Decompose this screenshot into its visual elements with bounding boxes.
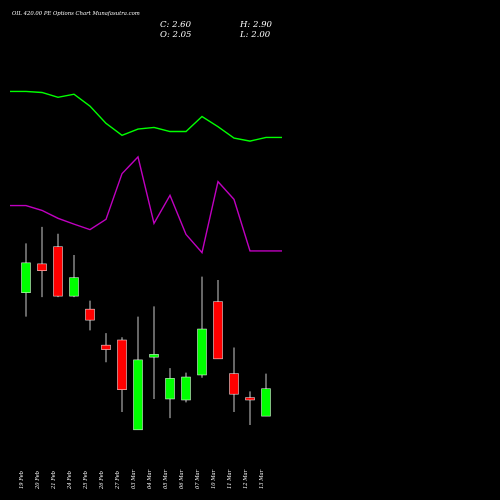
candle-body-up — [261, 388, 271, 417]
x-tick-label: 11 Mar — [227, 469, 233, 489]
x-tick-label: 20 Feb — [35, 471, 41, 490]
candle-body-down — [53, 246, 63, 297]
candle-body-up — [181, 376, 191, 401]
candle-body-down — [117, 339, 127, 390]
candle — [37, 226, 47, 298]
candle-body-down — [245, 397, 255, 401]
x-axis-tick-labels: 19 Feb 20 Feb 21 Feb 24 Feb 25 Feb 26 Feb 27 F… — [19, 469, 265, 490]
x-tick-label: 24 Feb — [67, 471, 73, 490]
candle — [245, 391, 255, 426]
candle — [261, 373, 271, 417]
high-readout: H: 2.90 — [239, 20, 272, 30]
candle-body-up — [165, 378, 175, 400]
candle-body-up — [69, 277, 79, 297]
candle-body-up — [21, 262, 31, 293]
indicator-lines — [10, 90, 282, 255]
candle — [197, 276, 207, 378]
candle — [181, 372, 191, 403]
candle-body-down — [213, 301, 223, 360]
candle — [133, 316, 143, 431]
x-tick-label: 25 Feb — [83, 471, 89, 490]
candle — [213, 280, 223, 360]
candle — [85, 300, 95, 331]
x-tick-label: 06 Mar — [179, 469, 185, 489]
candle-body-down — [37, 263, 47, 271]
x-tick-label: 04 Mar — [147, 469, 153, 489]
candles — [21, 226, 271, 431]
indicator-line-1 — [10, 90, 282, 142]
candle — [117, 337, 127, 412]
x-tick-label: 19 Feb — [19, 471, 25, 489]
candle — [149, 306, 159, 399]
candle-body-down — [229, 373, 239, 395]
candle-body-up — [197, 328, 207, 376]
candle — [53, 233, 63, 298]
low-readout: L: 2.00 — [239, 30, 271, 40]
x-tick-label: 05 Mar — [163, 469, 169, 489]
candle-body-up — [133, 359, 143, 431]
candle — [21, 243, 31, 317]
candle-body-down — [85, 308, 95, 321]
candle — [229, 347, 239, 412]
candle — [69, 254, 79, 298]
x-tick-label: 03 Mar — [131, 469, 137, 489]
candle — [165, 368, 175, 419]
open-readout: O: 2.05 — [160, 30, 191, 40]
candle-body-down — [101, 344, 111, 350]
x-tick-label: 10 Mar — [211, 469, 217, 489]
candle-body-up — [149, 354, 159, 358]
close-readout: C: 2.60 — [160, 20, 192, 30]
x-tick-label: 12 Mar — [243, 469, 249, 489]
chart-title: OIL 420.00 PE Options Chart Munafasutra.… — [12, 11, 140, 17]
x-tick-label: 07 Mar — [195, 469, 201, 489]
x-tick-label: 27 Feb — [115, 471, 121, 490]
x-tick-label: 26 Feb — [99, 471, 105, 490]
x-tick-label: 13 Mar — [259, 469, 265, 489]
x-tick-label: 21 Feb — [51, 471, 57, 490]
candle — [101, 333, 111, 363]
indicator-line-2 — [10, 155, 282, 255]
